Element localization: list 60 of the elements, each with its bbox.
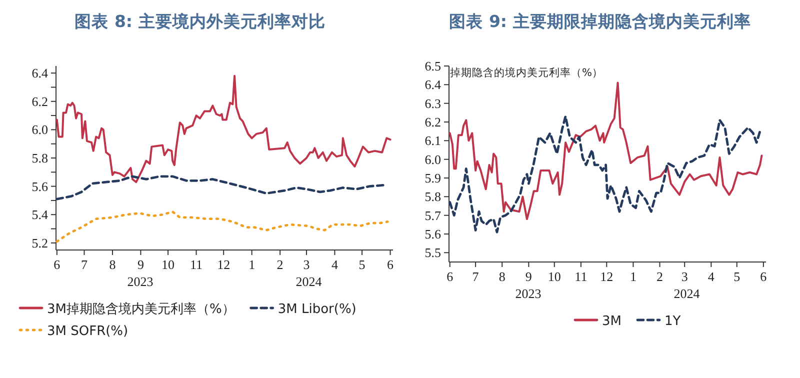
x-tick-label: 1 — [630, 269, 636, 284]
x-tick-label: 12 — [600, 269, 614, 284]
y-tick-label: 5.8 — [32, 150, 48, 166]
x-tick-label: 5 — [358, 257, 366, 272]
chart-title: 图表 9: 主要期限掉期隐含境内美元利率 — [449, 12, 751, 31]
y-tick-label: 5.2 — [32, 235, 48, 250]
y-tick-label: 5.5 — [424, 245, 441, 260]
y-tick-label: 5.4 — [32, 207, 48, 222]
x-tick-label: 6 — [387, 257, 394, 272]
y-tick-label: 6.5 — [424, 58, 441, 74]
text: 2024 — [674, 286, 700, 301]
x-tick-label: 6 — [54, 257, 61, 272]
x-tick-label: 6 — [760, 269, 768, 284]
y-tick-label: 6.1 — [424, 133, 441, 148]
text: 2024 — [296, 274, 322, 289]
y-tick-label: 5.9 — [424, 170, 441, 186]
x-tick-label: 10 — [548, 269, 561, 284]
y-axis-title: 掉期隐含的境内美元利率（%） — [450, 66, 603, 79]
x-tick-label: 10 — [162, 257, 175, 272]
x-tick-label: 9 — [525, 269, 532, 284]
x-tick-label: 7 — [472, 269, 480, 284]
y-tick-label: 6.2 — [424, 114, 441, 130]
x-tick-label: 2 — [276, 257, 284, 272]
x-tick-label: 9 — [137, 257, 144, 272]
x-tick-label: 1 — [248, 257, 256, 272]
y-tick-label: 6.0 — [32, 122, 48, 138]
x-tick-label: 3 — [303, 257, 310, 272]
x-tick-label: 4 — [708, 269, 715, 284]
text: 2023 — [515, 286, 542, 301]
legend-label: 3M — [602, 314, 622, 329]
x-tick-label: 3 — [681, 269, 688, 284]
legend-label: 3M SOFR(%) — [47, 324, 128, 339]
y-tick-label: 5.6 — [424, 226, 442, 242]
line-series — [56, 74, 392, 184]
chart-title: 图表 8: 主要境内外美元利率对比 — [74, 12, 326, 31]
x-tick-label: 11 — [574, 269, 588, 284]
x-tick-label: 12 — [217, 257, 230, 272]
y-tick-label: 6.3 — [424, 96, 441, 111]
x-tick-label: 5 — [734, 269, 740, 284]
x-tick-label: 11 — [190, 257, 203, 272]
x-tick-label: 8 — [498, 269, 506, 284]
x-tick-label: 6 — [446, 269, 454, 284]
line-series — [56, 210, 389, 243]
y-tick-label: 6.2 — [32, 94, 48, 109]
y-tick-label: 6.4 — [424, 77, 442, 92]
legend-label: 3M掉期隐含境内美元利率（%） — [47, 301, 235, 317]
x-tick-label: 4 — [331, 257, 338, 272]
x-tick-label: 7 — [80, 257, 88, 272]
legend-label: 1Y — [664, 314, 681, 329]
y-tick-label: 6.4 — [32, 66, 48, 81]
y-tick-label: 5.8 — [424, 189, 441, 204]
line-series — [448, 82, 763, 220]
legend-label: 3M Libor(%) — [278, 302, 356, 317]
y-tick-label: 5.7 — [424, 208, 442, 223]
y-tick-label: 5.6 — [32, 178, 48, 194]
x-tick-label: 8 — [109, 257, 116, 272]
y-tick-label: 6.0 — [424, 152, 441, 167]
x-tick-label: 2 — [656, 269, 664, 284]
text: 2023 — [127, 274, 154, 289]
line-series — [448, 115, 762, 234]
